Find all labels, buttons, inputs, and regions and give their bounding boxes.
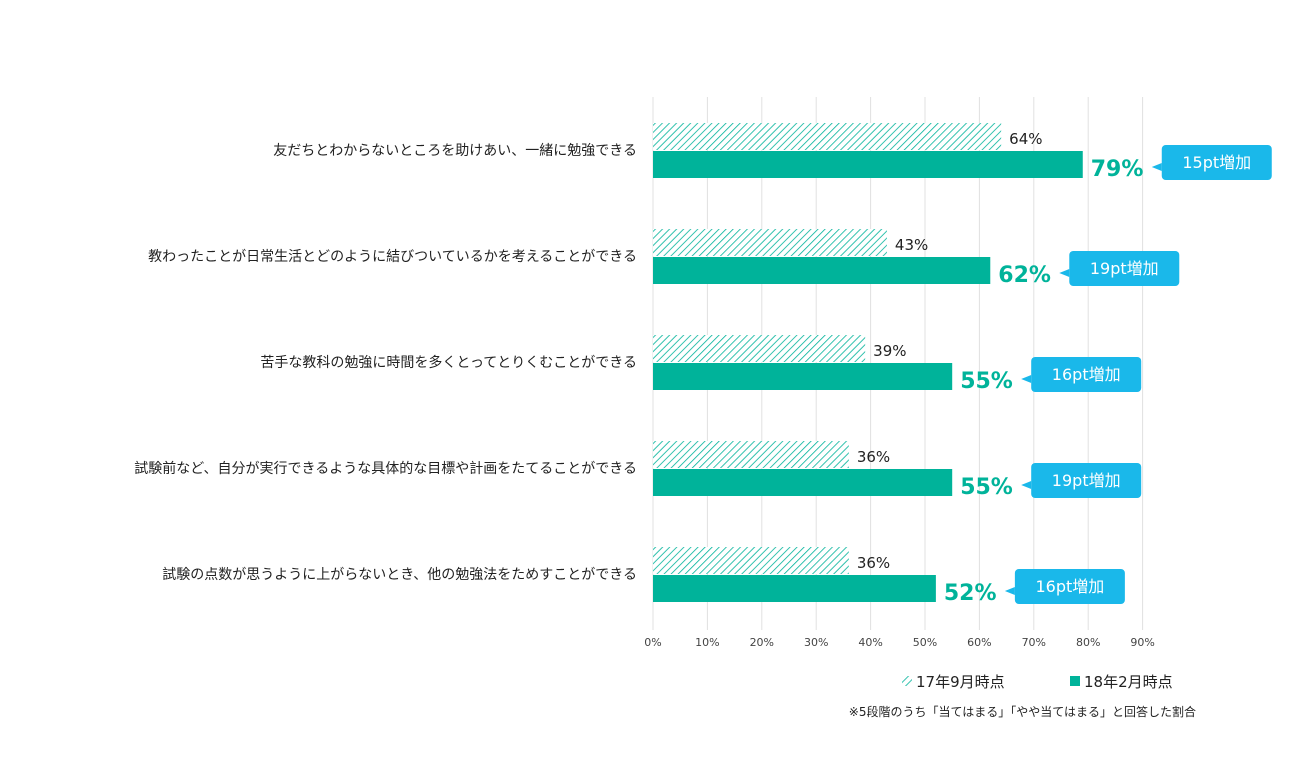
bar-17 [653, 335, 866, 362]
x-tick-label: 50% [913, 636, 937, 649]
value-label-17: 36% [857, 554, 890, 572]
x-tick-label: 20% [750, 636, 774, 649]
bars: 64% 79% 43% 62% 39% 55% 36% 55% 36% 52% [653, 123, 1143, 606]
callout-box [1031, 463, 1142, 498]
value-label-17: 39% [873, 342, 906, 360]
callout-pointer [1021, 375, 1032, 383]
bar-17 [653, 547, 849, 574]
callout-box [1014, 569, 1125, 604]
increase-label: 16pt増加 [1035, 577, 1104, 596]
category-label: 教わったことが日常生活とどのように結びついているかを考えることができる [148, 249, 637, 265]
x-tick-label: 0% [644, 636, 661, 649]
increase-callouts: 15pt増加 19pt増加 16pt増加 19pt増加 16pt増加 [1004, 145, 1272, 604]
category-label: 友だちとわからないところを助けあい、一緒に勉強できる [273, 143, 637, 159]
value-label-18: 62% [998, 263, 1051, 288]
bar-18 [653, 575, 936, 602]
value-label-18: 55% [960, 475, 1013, 500]
bar-17 [653, 123, 1002, 150]
callout-pointer [1004, 587, 1015, 595]
value-label-17: 64% [1009, 130, 1042, 148]
legend: 17年9月時点 18年2月時点 [902, 673, 1173, 691]
category-label: 試験前など、自分が実行できるような具体的な目標や計画をたてることができる [134, 460, 637, 477]
callout-pointer [1021, 481, 1032, 489]
x-tick-label: 40% [858, 636, 882, 649]
callout-box [1161, 145, 1272, 180]
category-labels: 友だちとわからないところを助けあい、一緒に勉強できる教わったことが日常生活とどの… [134, 143, 637, 583]
legend-swatch-18 [1070, 676, 1080, 686]
callout-box [1069, 251, 1180, 286]
x-tick-label: 70% [1022, 636, 1046, 649]
x-tick-label: 90% [1130, 636, 1154, 649]
callout-pointer [1059, 269, 1070, 277]
value-label-18: 55% [960, 369, 1013, 394]
legend-label-18: 18年2月時点 [1084, 673, 1173, 691]
increase-label: 15pt増加 [1182, 153, 1251, 172]
bar-18 [653, 151, 1083, 178]
value-label-18: 79% [1091, 157, 1144, 182]
category-label: 苦手な教科の勉強に時間を多くとってとりくむことができる [260, 354, 637, 371]
increase-label: 16pt増加 [1052, 365, 1121, 384]
bar-18 [653, 469, 953, 496]
increase-label: 19pt増加 [1052, 471, 1121, 490]
x-tick-label: 80% [1076, 636, 1100, 649]
bar-17 [653, 441, 849, 468]
callout-pointer [1151, 163, 1162, 171]
category-label: 試験の点数が思うように上がらないとき、他の勉強法をためすことができる [162, 567, 637, 583]
x-axis-ticks: 0% 10% 20% 30% 40% 50% 60% 70% 80% 90% [644, 636, 1155, 649]
callout-box [1031, 357, 1142, 392]
value-label-18: 52% [944, 581, 997, 606]
x-tick-label: 10% [695, 636, 719, 649]
bar-17 [653, 229, 887, 256]
legend-swatch-17 [902, 676, 912, 686]
value-label-17: 36% [857, 448, 890, 466]
x-tick-label: 60% [967, 636, 991, 649]
increase-label: 19pt増加 [1090, 259, 1159, 278]
value-label-17: 43% [895, 236, 928, 254]
footnote: ※5段階のうち「当てはまる」「やや当てはまる」と回答した割合 [849, 704, 1196, 719]
bar-18 [653, 363, 953, 390]
legend-label-17: 17年9月時点 [916, 673, 1005, 691]
x-tick-label: 30% [804, 636, 828, 649]
bar-18 [653, 257, 991, 284]
